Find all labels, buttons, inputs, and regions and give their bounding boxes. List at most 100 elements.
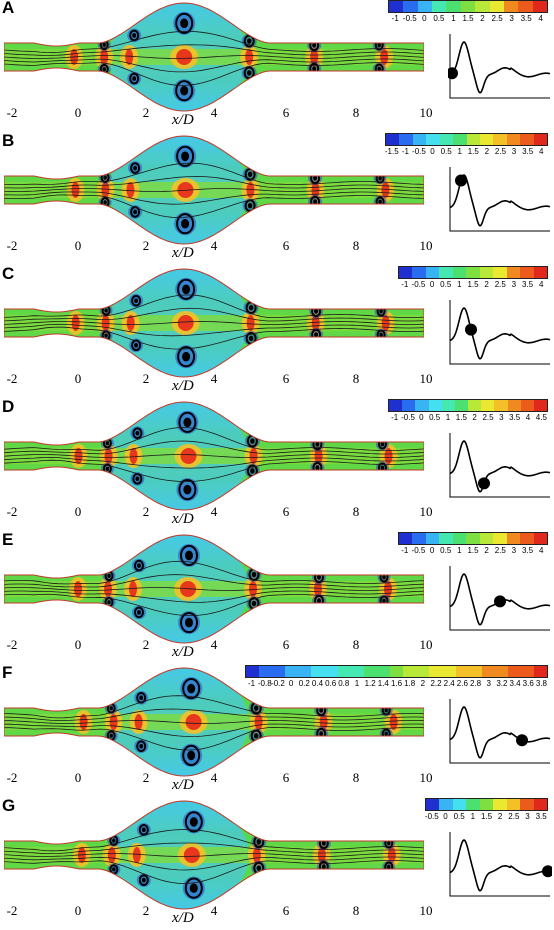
colorbar: -1 -0.8 -0.2 0 0.2 0.4 0.6 0.8 1 1.2 1.4 1.6 1.8 2 2.2… xyxy=(245,665,548,691)
x-tick-label: 10 xyxy=(419,105,433,120)
panel-label: D xyxy=(2,397,15,416)
x-tick-label: 4 xyxy=(210,371,218,386)
colorbar-swatches xyxy=(398,532,548,545)
waveform-curve xyxy=(449,706,551,759)
x-tick-label: 10 xyxy=(419,504,433,519)
colorbar-tick-label: 1.5 xyxy=(462,14,474,23)
x-tick-label: 4 xyxy=(210,770,218,785)
x-tick-label: 2 xyxy=(142,105,150,120)
colorbar-tick-label: 3 xyxy=(509,14,514,23)
x-tick-label: 2 xyxy=(142,371,150,386)
colorbar-tick-label: 2.5 xyxy=(494,280,506,289)
panel-g: G -2 0 2 4 6 8 10 x/D -0.5 0 0.5 1 1.5 2 2.5 3 3.5 xyxy=(0,796,554,930)
x-tick-label: 8 xyxy=(352,504,360,519)
colorbar-tick-label: -0.5 xyxy=(424,812,439,821)
colorbar-tick-label: 3.8 xyxy=(535,679,547,688)
waveform-axes xyxy=(449,300,550,365)
colorbar-tick-label: 0.6 xyxy=(325,679,337,688)
colorbar-tick-label: -0.5 xyxy=(402,14,417,23)
colorbar-tick-label: 3 xyxy=(511,546,517,555)
colorbar-tick-label: 2.5 xyxy=(491,14,503,23)
x-tick-label: 6 xyxy=(282,371,290,386)
x-tick-label: 6 xyxy=(282,238,290,253)
colorbar: -1 -0.5 0 0.5 1 1.5 2 2.5 3 3.5 4 xyxy=(388,0,548,26)
colorbar-tick-label: 4 xyxy=(538,14,543,23)
colorbar-tick-label: 3.5 xyxy=(522,147,534,156)
colorbar-tick-label: 2 xyxy=(472,413,477,422)
x-tick-label: 2 xyxy=(142,504,150,519)
colorbar-tick-label: 2.8 xyxy=(469,679,482,688)
panel-label: B xyxy=(2,131,15,150)
colorbar-tick-label: 1 xyxy=(470,812,476,821)
x-tick-label: 4 xyxy=(210,504,218,519)
x-tick-label: -2 xyxy=(6,637,18,652)
phase-marker xyxy=(542,865,552,878)
x-axis-ticks: -2 0 2 4 6 8 10 xyxy=(0,105,440,123)
x-tick-label: 0 xyxy=(74,770,82,785)
colorbar-tick-label: 1 xyxy=(457,147,462,156)
colorbar-tick-label: 1 xyxy=(457,280,462,289)
colorbar-tick-label: -0.5 xyxy=(401,413,415,422)
colorbar-tick-label: 4 xyxy=(538,147,544,156)
colorbar: -0.5 0 0.5 1 1.5 2 2.5 3 3.5 xyxy=(425,798,548,824)
panel-label: F xyxy=(2,663,13,682)
x-axis-ticks: -2 0 2 4 6 8 10 xyxy=(0,371,440,389)
colorbar-tick-label: 3.5 xyxy=(509,413,521,422)
velocity-contour-plot xyxy=(4,800,424,910)
colorbar-tick-label: 3.2 xyxy=(496,679,508,688)
colorbar-tick-label: 2 xyxy=(497,812,503,821)
waveform-inset xyxy=(449,566,551,631)
x-axis-label: x/D xyxy=(172,644,194,660)
x-tick-label: 2 xyxy=(142,903,150,918)
colorbar-tick-label: 4 xyxy=(538,280,544,289)
x-tick-label: -2 xyxy=(6,371,18,386)
panel-label: E xyxy=(2,530,14,549)
x-tick-label: 6 xyxy=(282,637,290,652)
colorbar-tick-label: 3 xyxy=(486,679,491,688)
colorbar-tick-label: 2 xyxy=(484,546,489,555)
colorbar-swatches xyxy=(425,798,548,811)
colorbar-tick-label: 2.5 xyxy=(508,812,520,821)
velocity-contour-plot xyxy=(4,534,424,644)
phase-marker xyxy=(455,174,467,187)
colorbar-swatches xyxy=(245,665,548,678)
colorbar-tick-label: 2.2 xyxy=(430,679,442,688)
waveform-inset xyxy=(449,167,551,232)
x-tick-label: 8 xyxy=(352,637,360,652)
colorbar-tick-label: 0.5 xyxy=(453,812,465,821)
colorbar-tick-label: 3 xyxy=(511,280,517,289)
colorbar-tick-label: 0.5 xyxy=(440,546,452,555)
colorbar-tick-label: 2 xyxy=(484,280,489,289)
x-tick-label: 4 xyxy=(210,105,218,120)
phase-marker xyxy=(478,477,490,490)
x-tick-label: 0 xyxy=(74,105,82,120)
colorbar-tick-label: 3 xyxy=(499,413,504,422)
colorbar-tick-label: 3.5 xyxy=(521,280,534,289)
colorbar-tick-label: 2.5 xyxy=(494,546,506,555)
x-axis-label: x/D xyxy=(172,378,194,394)
waveform-axes xyxy=(449,832,550,897)
x-tick-label: -2 xyxy=(6,903,18,918)
colorbar-tick-label: 0 xyxy=(422,14,427,23)
x-tick-label: 0 xyxy=(74,238,82,253)
colorbar-tick-label: 2.5 xyxy=(482,413,494,422)
colorbar-tick-label: 1.6 xyxy=(390,679,403,688)
colorbar-tick-label: -0.8 xyxy=(257,679,272,688)
colorbar-tick-label: 3.5 xyxy=(521,546,534,555)
colorbar-tick-label: 1 xyxy=(451,14,456,23)
colorbar-tick-label: 2.6 xyxy=(456,679,468,688)
x-tick-label: 8 xyxy=(352,105,360,120)
waveform-axes xyxy=(449,433,550,498)
waveform-curve xyxy=(449,41,551,94)
colorbar-swatches xyxy=(388,399,548,412)
waveform-inset xyxy=(449,832,552,897)
colorbar-tick-label: -0.2 xyxy=(271,679,285,688)
panel-label: A xyxy=(2,0,15,17)
x-axis-ticks: -2 0 2 4 6 8 10 xyxy=(0,637,440,655)
panel-label: C xyxy=(2,264,15,283)
waveform-curve xyxy=(449,307,551,360)
colorbar-tick-label: 1 xyxy=(457,546,462,555)
colorbar-tick-label: -1 xyxy=(391,14,399,23)
colorbar-tick-label: 4.5 xyxy=(535,413,547,422)
colorbar-tick-label: 3.4 xyxy=(509,679,521,688)
